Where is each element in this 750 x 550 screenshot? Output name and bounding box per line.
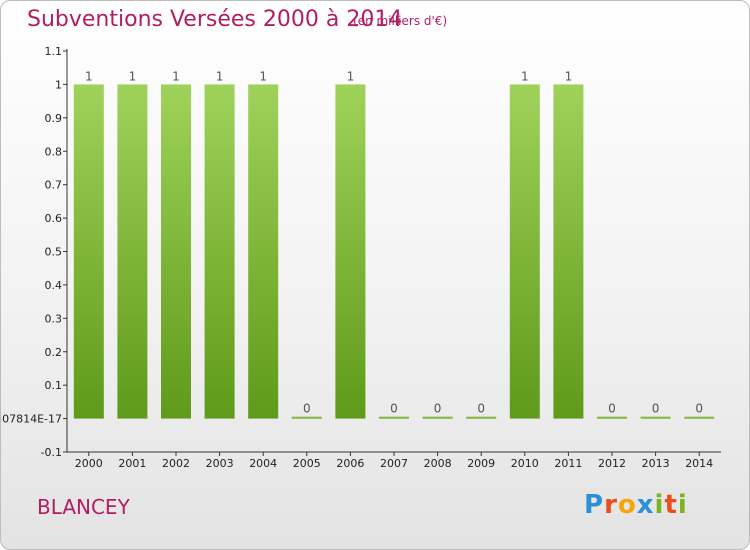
x-tick-label: 2013	[642, 457, 670, 470]
value-label: 0	[652, 402, 660, 416]
x-tick-label: 2010	[511, 457, 539, 470]
axes: -0.1 307814E-17 0.1 0.2 0.3 0.4 0.5 0.6 0.7 0.8 0.…	[1, 45, 721, 470]
y-tick-label: 1	[55, 78, 62, 91]
bars	[73, 84, 715, 419]
y-tick-label: 0.7	[45, 179, 63, 192]
logo-letter: i	[677, 490, 688, 520]
x-tick-label: 2014	[685, 457, 713, 470]
bar	[291, 416, 322, 419]
bar	[379, 416, 409, 419]
x-tick-label: 2005	[293, 457, 321, 470]
bar	[640, 416, 671, 419]
y-tick-label: -0.1	[41, 446, 62, 459]
y-tick-label: 0.5	[45, 246, 63, 259]
chart-title: Subventions Versées 2000 à 2014	[27, 7, 403, 32]
x-tick-label: 2007	[380, 457, 408, 470]
x-tick-label: 2002	[162, 457, 190, 470]
y-tick-label: 307814E-17	[1, 413, 62, 426]
value-label: 1	[129, 69, 137, 83]
x-tick-label: 2012	[598, 457, 626, 470]
value-label: 1	[216, 69, 224, 83]
logo-letter: i	[654, 490, 665, 520]
value-label: 1	[521, 69, 529, 83]
bar	[422, 416, 453, 419]
value-label: 1	[347, 69, 355, 83]
x-tick-label: 2000	[75, 457, 103, 470]
y-tick-label: 1.1	[45, 45, 63, 58]
value-label: 0	[477, 402, 485, 416]
value-label: 0	[695, 402, 703, 416]
value-label: 1	[259, 69, 267, 83]
bar	[466, 416, 497, 419]
value-labels: 1 1 1 1 1 0 1 0 0 0 1 1 0 0 0	[85, 69, 703, 415]
logo-letter: P	[584, 490, 605, 520]
y-tick-label: 0.3	[45, 312, 63, 325]
x-tick-label: 2011	[554, 457, 582, 470]
value-label: 0	[608, 402, 616, 416]
x-tick-label: 2008	[424, 457, 452, 470]
value-label: 1	[85, 69, 93, 83]
x-tick-label: 2004	[249, 457, 277, 470]
bar	[597, 416, 627, 419]
bar	[73, 84, 104, 419]
value-label: 1	[172, 69, 180, 83]
bar	[117, 84, 148, 419]
bar	[161, 84, 191, 419]
proxiti-logo: Proxiti	[584, 490, 688, 520]
logo-letter: x	[636, 490, 655, 520]
bar	[204, 84, 235, 419]
bar	[684, 416, 715, 419]
value-label: 0	[303, 402, 311, 416]
bar	[553, 84, 584, 419]
value-label: 0	[390, 402, 398, 416]
logo-letter: t	[664, 490, 678, 520]
value-label: 0	[434, 402, 442, 416]
value-label: 1	[565, 69, 573, 83]
y-tick-label: 0.1	[45, 379, 63, 392]
y-tick-label: 0.6	[45, 212, 63, 225]
bar	[335, 84, 366, 419]
bar	[248, 84, 279, 419]
chart-subtitle: (en milliers d'€)	[353, 14, 448, 28]
commune-name: BLANCEY	[37, 495, 130, 519]
x-tick-label: 2006	[336, 457, 364, 470]
bar	[509, 84, 540, 419]
x-tick-label: 2009	[467, 457, 495, 470]
y-tick-label: 0.8	[45, 145, 63, 158]
x-tick-label: 2003	[206, 457, 234, 470]
logo-letter: o	[617, 490, 637, 520]
y-tick-label: 0.9	[45, 112, 63, 125]
y-tick-label: 0.2	[45, 346, 63, 359]
y-tick-label: 0.4	[45, 279, 63, 292]
logo-letter: r	[604, 490, 618, 520]
x-tick-label: 2001	[118, 457, 146, 470]
